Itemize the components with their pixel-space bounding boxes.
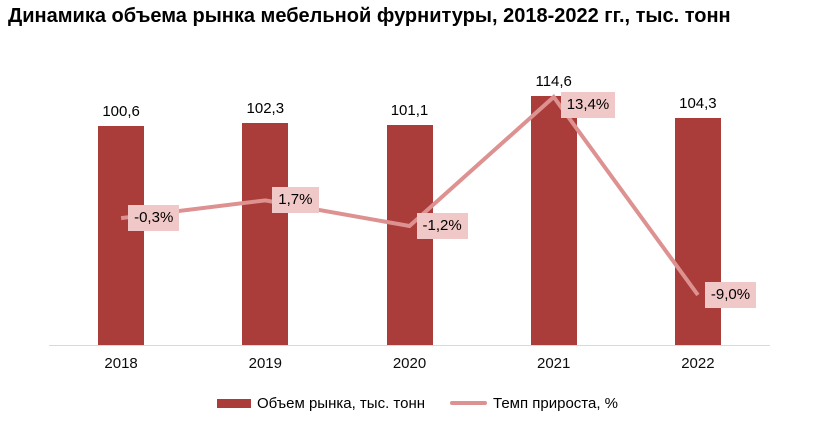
bar-value-label-2020: 101,1 bbox=[390, 102, 429, 120]
growth-label-2022: -9,0% bbox=[704, 281, 757, 308]
growth-label-2019: 1,7% bbox=[272, 187, 319, 214]
x-tick-2020: 2020 bbox=[392, 355, 427, 372]
bar-2018 bbox=[98, 126, 145, 345]
x-tick-2019: 2019 bbox=[248, 355, 282, 372]
x-tick-2021: 2021 bbox=[537, 355, 571, 372]
legend: Объем рынка, тыс. тонн Темп прироста, % bbox=[0, 392, 820, 416]
bar-series-swatch-icon bbox=[217, 398, 251, 408]
growth-label-2018: -0,3% bbox=[128, 205, 180, 232]
bar-value-label-2019: 102,3 bbox=[246, 99, 285, 117]
x-axis-line bbox=[49, 345, 770, 346]
line-series-swatch-icon bbox=[450, 401, 487, 405]
bar-value-label-2018: 100,6 bbox=[102, 103, 140, 121]
legend-item-volume: Объем рынка, тыс. тонн bbox=[217, 392, 425, 414]
chart-title: Динамика объема рынка мебельной фурнитур… bbox=[8, 5, 731, 27]
x-tick-2018: 2018 bbox=[104, 355, 138, 372]
growth-rate-polyline bbox=[120, 94, 700, 297]
legend-item-growth: Темп прироста, % bbox=[450, 392, 618, 414]
x-tick-2022: 2022 bbox=[681, 355, 715, 372]
bar-value-label-2022: 104,3 bbox=[679, 95, 717, 113]
legend-label-growth: Темп прироста, % bbox=[493, 394, 619, 412]
legend-label-volume: Объем рынка, тыс. тонн bbox=[257, 394, 426, 412]
bar-2021 bbox=[530, 95, 577, 345]
bar-2019 bbox=[242, 122, 289, 345]
growth-label-2020: -1,2% bbox=[416, 213, 468, 239]
growth-label-2021: 13,4% bbox=[560, 91, 616, 118]
bar-value-label-2021: 114,6 bbox=[535, 72, 572, 90]
